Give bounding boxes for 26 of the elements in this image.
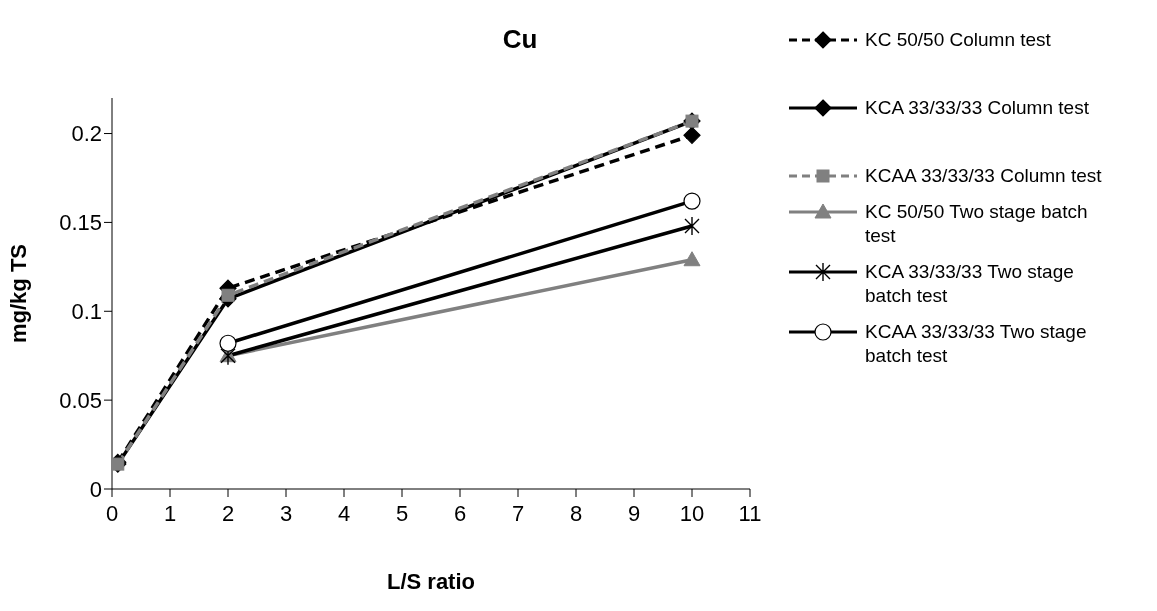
x-tick-label: 7 xyxy=(511,500,525,526)
x-tick-label: 5 xyxy=(395,500,409,526)
y-tick-label: 0.15 xyxy=(59,210,102,236)
y-tick-label: 0.05 xyxy=(59,387,102,413)
x-tick-label: 10 xyxy=(679,500,705,526)
x-tick-label: 9 xyxy=(627,500,641,526)
y-tick-label: 0 xyxy=(89,476,102,502)
legend-label: KCA 33/33/33 Column test xyxy=(865,96,1090,120)
legend-label: KC 50/50 Column test xyxy=(865,28,1052,52)
x-tick-label: 2 xyxy=(221,500,235,526)
y-axis-title: mg/kg TS xyxy=(5,243,31,344)
x-tick-label: 0 xyxy=(105,500,119,526)
x-tick-label: 3 xyxy=(279,500,293,526)
legend-label: KCAA 33/33/33 Column test xyxy=(865,164,1103,188)
x-tick-label: 11 xyxy=(738,500,762,526)
x-tick-label: 8 xyxy=(569,500,583,526)
chart-title: Cu xyxy=(502,24,538,54)
legend-label: KCAA 33/33/33 Two stage batch test xyxy=(865,320,1088,368)
x-tick-label: 4 xyxy=(337,500,351,526)
x-tick-label: 6 xyxy=(453,500,467,526)
legend-label: KC 50/50 Two stage batch test xyxy=(865,200,1089,248)
x-axis-title: L/S ratio xyxy=(386,569,476,594)
x-tick-label: 1 xyxy=(163,500,177,526)
y-tick-label: 0.2 xyxy=(71,121,102,147)
legend-label: KCA 33/33/33 Two stage batch test xyxy=(865,260,1075,308)
y-tick-label: 0.1 xyxy=(71,299,102,325)
